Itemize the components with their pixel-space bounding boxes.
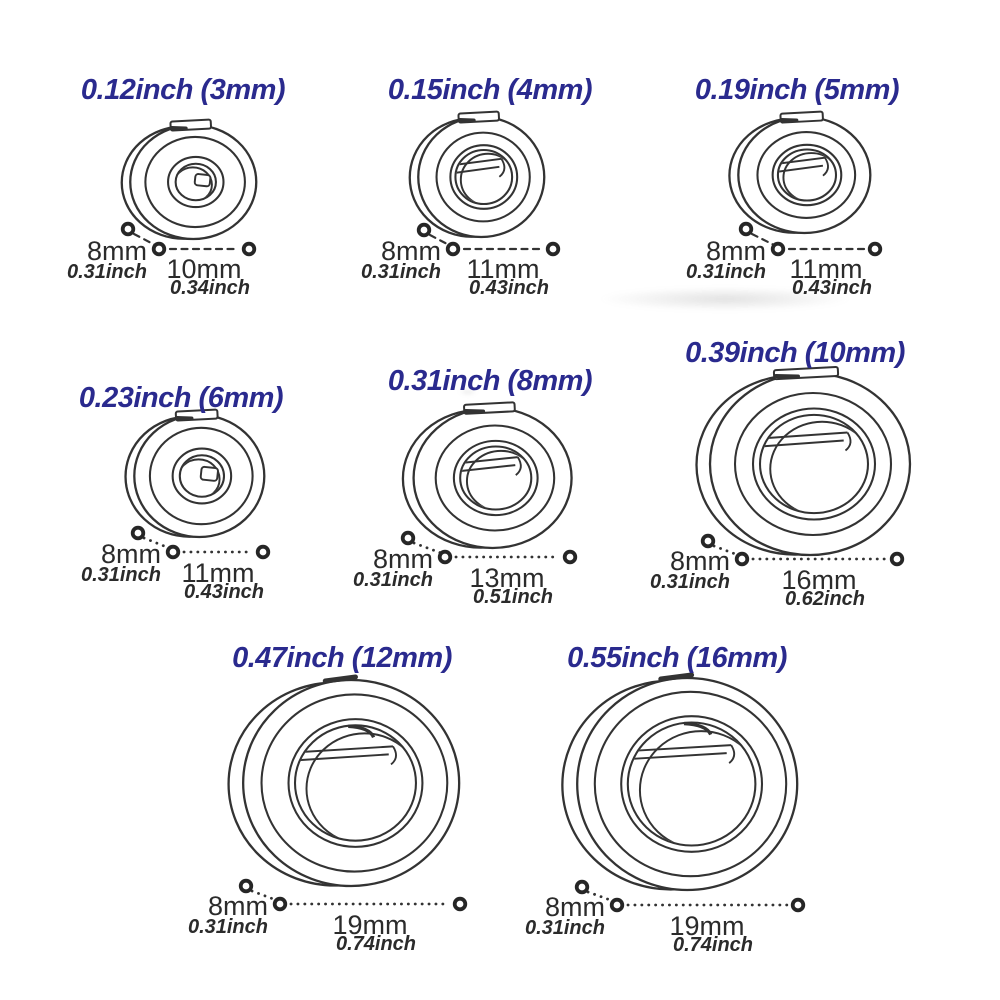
outer-mm-label: 16mm — [781, 565, 857, 595]
outer-mm-label: 19mm — [669, 911, 745, 941]
outer-inch-label: 0.43inch — [791, 277, 873, 299]
width-marker — [452, 896, 468, 912]
collar-drawing — [408, 110, 546, 239]
collar-drawing — [695, 366, 912, 557]
thickness-mm-label: 8mm — [208, 891, 268, 921]
thickness-inch-label: 0.31inch — [187, 916, 268, 938]
outer-mm-label: 19mm — [332, 910, 408, 940]
thickness-inch-label: 0.31inch — [80, 564, 161, 586]
width-marker — [562, 549, 578, 565]
corner-marker — [165, 544, 181, 560]
thickness-inch-label: 0.31inch — [524, 917, 605, 939]
outer-mm-label: 11mm — [466, 254, 540, 284]
thickness-marker — [738, 221, 754, 237]
collar-drawing — [120, 118, 258, 241]
size-title: 0.55inch (16mm) — [567, 642, 787, 674]
collar-drawing — [124, 408, 266, 539]
size-title: 0.12inch (3mm) — [80, 74, 286, 106]
collar-drawing — [227, 674, 461, 888]
size-title: 0.19inch (5mm) — [694, 74, 900, 106]
thickness-mm-label: 8mm — [101, 539, 161, 569]
dimension-lines — [400, 530, 578, 565]
thickness-inch-label: 0.31inch — [649, 571, 730, 593]
outer-inch-label: 0.43inch — [468, 277, 550, 299]
thickness-inch-label: 0.31inch — [66, 261, 147, 283]
thickness-marker — [700, 533, 716, 549]
thickness-mm-label: 8mm — [545, 892, 605, 922]
thickness-marker — [574, 879, 590, 895]
width-marker — [241, 241, 257, 257]
thickness-inch-label: 0.31inch — [685, 261, 766, 283]
size-title: 0.15inch (4mm) — [387, 74, 593, 106]
width-marker — [889, 551, 905, 567]
outer-mm-label: 10mm — [166, 254, 242, 284]
corner-marker — [770, 241, 786, 257]
dimension-lines — [738, 221, 883, 257]
thickness-inch-label: 0.31inch — [360, 261, 441, 283]
corner-marker — [445, 241, 461, 257]
dimension-lines — [416, 222, 561, 257]
thickness-marker — [130, 525, 146, 541]
thickness-mm-label: 8mm — [670, 546, 730, 576]
size-title: 0.23inch (6mm) — [78, 382, 284, 414]
thickness-marker — [416, 222, 432, 238]
thickness-marker — [400, 530, 416, 546]
width-marker — [545, 241, 561, 257]
width-marker — [790, 897, 806, 913]
corner-marker — [437, 549, 453, 565]
outer-inch-label: 0.51inch — [472, 586, 554, 608]
dimension-lines — [700, 533, 905, 567]
width-marker — [255, 544, 271, 560]
outer-mm-label: 13mm — [469, 563, 545, 593]
outer-inch-label: 0.43inch — [183, 581, 265, 603]
width-marker — [867, 241, 883, 257]
dimension-lines — [238, 878, 468, 912]
thickness-mm-label: 8mm — [381, 236, 441, 266]
thickness-inch-label: 0.31inch — [352, 569, 433, 591]
thickness-marker — [120, 221, 136, 237]
thickness-marker — [238, 878, 254, 894]
outer-inch-label: 0.74inch — [672, 934, 754, 956]
collar-drawing — [401, 401, 573, 550]
size-title: 0.31inch (8mm) — [387, 365, 593, 397]
outer-mm-label: 11mm — [181, 558, 255, 588]
dimension-lines — [130, 525, 271, 560]
collar-drawing — [728, 110, 872, 235]
thickness-mm-label: 8mm — [87, 236, 147, 266]
outer-mm-label: 11mm — [789, 254, 863, 284]
thickness-mm-label: 8mm — [373, 544, 433, 574]
corner-marker — [272, 896, 288, 912]
corner-marker — [151, 241, 167, 257]
outer-inch-label: 0.62inch — [784, 588, 866, 610]
dimension-lines — [120, 221, 257, 257]
collar-drawing — [561, 672, 799, 892]
thickness-mm-label: 8mm — [706, 236, 766, 266]
size-title: 0.39inch (10mm) — [685, 337, 905, 369]
corner-marker — [609, 897, 625, 913]
corner-marker — [734, 551, 750, 567]
outer-inch-label: 0.34inch — [169, 277, 251, 299]
size-title: 0.47inch (12mm) — [232, 642, 452, 674]
dimension-lines — [574, 879, 806, 913]
outer-inch-label: 0.74inch — [335, 933, 417, 955]
